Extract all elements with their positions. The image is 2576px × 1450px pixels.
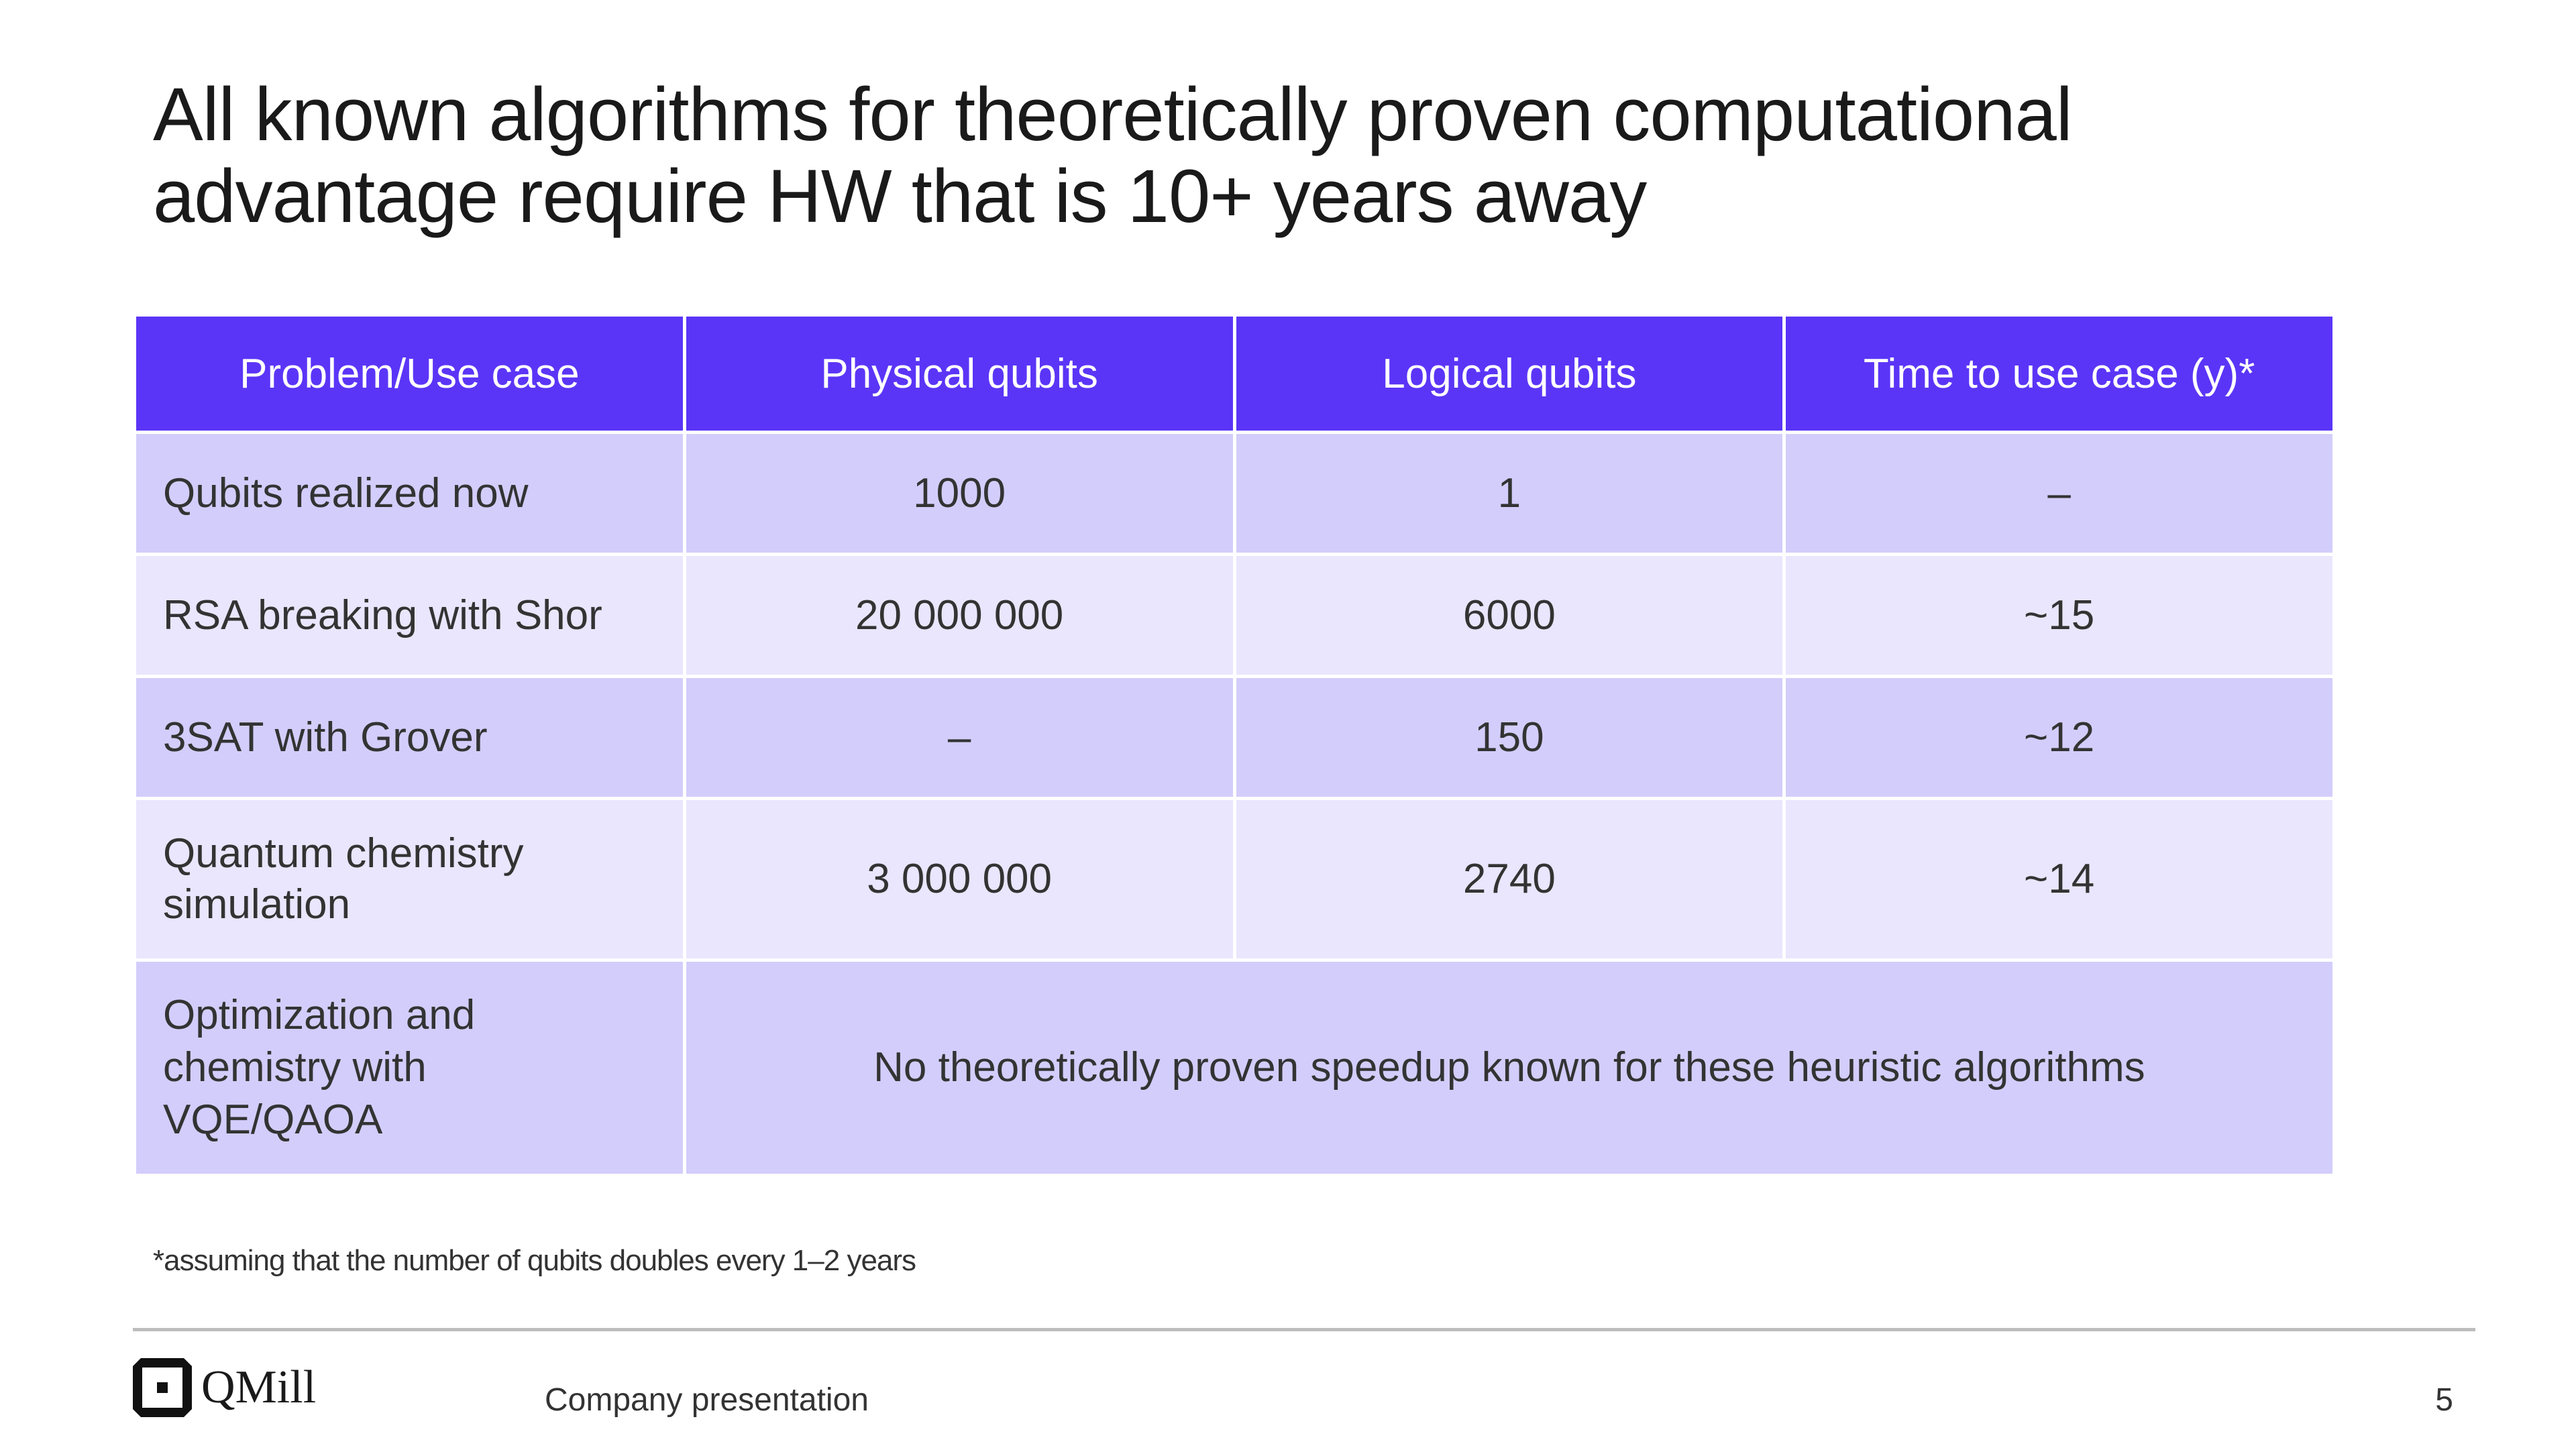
cell-time: ~14 xyxy=(1782,797,2336,962)
qmill-logo-icon xyxy=(133,1358,192,1417)
cell-logical-qubits: 150 xyxy=(1232,675,1786,800)
cell-physical-qubits: 3 000 000 xyxy=(682,797,1236,962)
logo-text: QMill xyxy=(201,1361,317,1413)
cell-physical-qubits: 1000 xyxy=(682,431,1236,556)
header-problem-use-case: Problem/Use case xyxy=(133,313,686,434)
header-logical-qubits: Logical qubits xyxy=(1232,313,1786,434)
slide-title-line-2: advantage require HW that is 10+ years a… xyxy=(153,154,1647,238)
table-row: RSA breaking with Shor 20 000 000 6000 ~… xyxy=(133,553,2336,678)
table-row: Qubits realized now 1000 1 – xyxy=(133,431,2336,556)
footer-divider xyxy=(133,1328,2475,1331)
footnote: *assuming that the number of qubits doub… xyxy=(153,1244,916,1277)
cell-use-case: Qubits realized now xyxy=(133,431,686,556)
footer-company-presentation: Company presentation xyxy=(545,1382,869,1418)
cell-time: ~12 xyxy=(1782,675,2336,800)
cell-use-case: Optimization and chemistry with VQE/QAOA xyxy=(133,958,686,1177)
slide-title: All known algorithms for theoretically p… xyxy=(153,74,2300,237)
cell-use-case: 3SAT with Grover xyxy=(133,675,686,800)
cell-merged-note: No theoretically proven speedup known fo… xyxy=(682,958,2337,1177)
cell-physical-qubits: 20 000 000 xyxy=(682,553,1236,678)
header-physical-qubits: Physical qubits xyxy=(682,313,1236,434)
slide-title-line-1: All known algorithms for theoretically p… xyxy=(153,72,2073,156)
cell-use-case: RSA breaking with Shor xyxy=(133,553,686,678)
table-row: Quantum chemistry simulation 3 000 000 2… xyxy=(133,797,2336,962)
table-row-merged: Optimization and chemistry with VQE/QAOA… xyxy=(133,958,2337,1177)
use-case-table-container: Problem/Use case Physical qubits Logical… xyxy=(133,313,2337,1177)
cell-logical-qubits: 6000 xyxy=(1232,553,1786,678)
cell-logical-qubits: 1 xyxy=(1232,431,1786,556)
table-row: 3SAT with Grover – 150 ~12 xyxy=(133,675,2336,800)
cell-physical-qubits: – xyxy=(682,675,1236,800)
use-case-table: Problem/Use case Physical qubits Logical… xyxy=(133,313,2337,1177)
table-header-row: Problem/Use case Physical qubits Logical… xyxy=(133,313,2336,434)
page-number: 5 xyxy=(2435,1382,2453,1418)
qmill-logo: QMill xyxy=(133,1358,316,1417)
header-time-to-use-case: Time to use case (y)* xyxy=(1782,313,2336,434)
cell-time: – xyxy=(1782,431,2336,556)
cell-logical-qubits: 2740 xyxy=(1232,797,1786,962)
cell-time: ~15 xyxy=(1782,553,2336,678)
cell-use-case: Quantum chemistry simulation xyxy=(133,797,686,962)
